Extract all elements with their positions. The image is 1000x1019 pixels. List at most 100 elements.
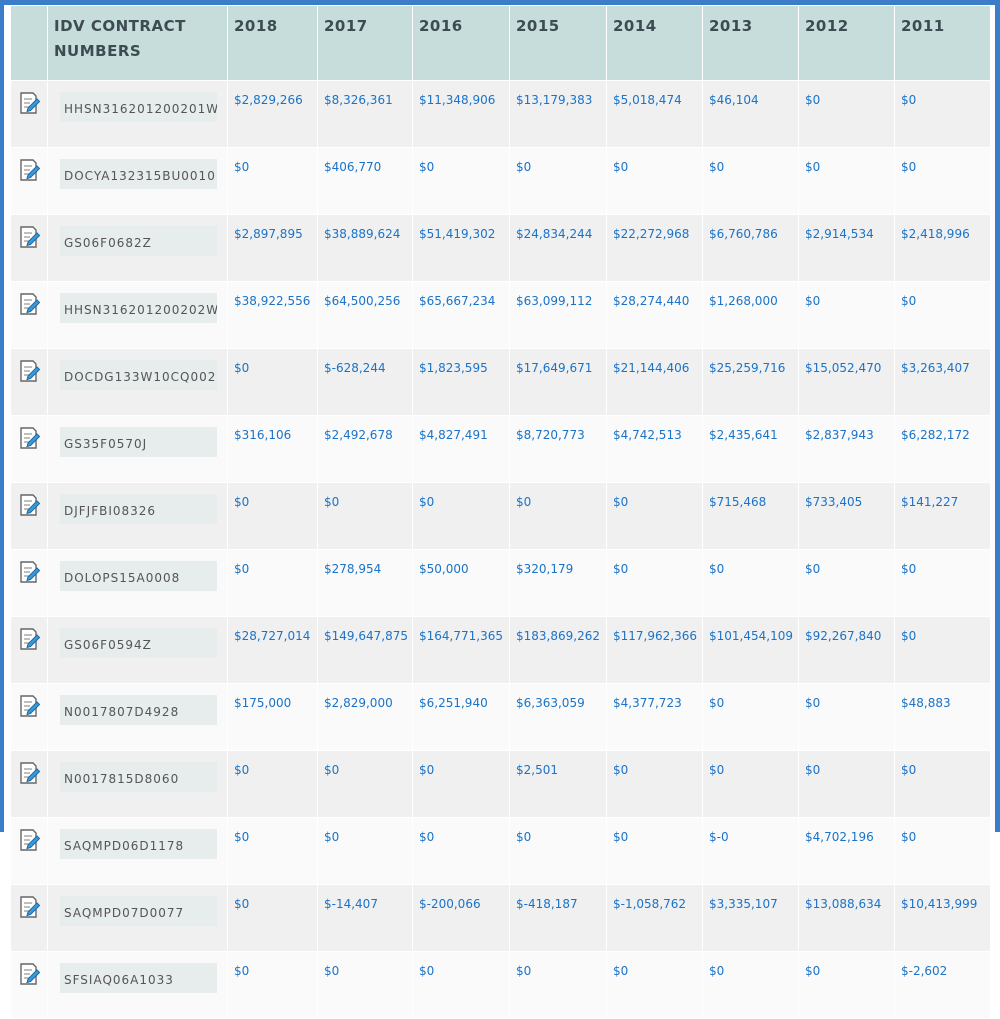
edit-icon[interactable] (18, 761, 41, 785)
amount-cell: $-200,066 (412, 884, 510, 952)
icon-cell (10, 683, 48, 751)
amount-cell: $0 (798, 281, 895, 349)
table-row: GS06F0594Z $28,727,014 $149,647,875 $164,77… (10, 616, 991, 684)
contracts-table: IDV CONTRACT NUMBERS 2018 2017 2016 2015 2014… (10, 5, 991, 1019)
header-cell: 2017 (317, 5, 413, 81)
contract-cell: DOLOPS15A0008 (47, 549, 228, 617)
icon-cell (10, 616, 48, 684)
amount-cell: $0 (606, 549, 703, 617)
frame (0, 0, 1000, 832)
amount-cell: $0 (894, 549, 991, 617)
contract-cell: SFSIAQ06A1033 (47, 951, 228, 1019)
amount-cell: $0 (317, 951, 413, 1019)
contract-number: N0017815D8060 (60, 762, 217, 792)
amount-cell: $715,468 (702, 482, 799, 550)
amount-cell: $0 (798, 80, 895, 148)
amount-cell: $4,702,196 (798, 817, 895, 885)
amount-cell: $0 (798, 683, 895, 751)
icon-cell (10, 415, 48, 483)
amount-cell: $278,954 (317, 549, 413, 617)
amount-cell: $2,435,641 (702, 415, 799, 483)
edit-icon[interactable] (18, 158, 41, 182)
amount-cell: $0 (509, 817, 607, 885)
amount-cell: $51,419,302 (412, 214, 510, 282)
amount-cell: $1,268,000 (702, 281, 799, 349)
contract-number: SAQMPD06D1178 (60, 829, 217, 859)
contract-cell: DOCYA132315BU0010 (47, 147, 228, 215)
contract-cell: SAQMPD07D0077 (47, 884, 228, 952)
amount-cell: $2,492,678 (317, 415, 413, 483)
amount-cell: $183,869,262 (509, 616, 607, 684)
edit-icon[interactable] (18, 359, 41, 383)
amount-cell: $38,889,624 (317, 214, 413, 282)
icon-cell (10, 951, 48, 1019)
amount-cell: $0 (412, 951, 510, 1019)
amount-cell: $5,018,474 (606, 80, 703, 148)
table-row: DOLOPS15A0008 $0 $278,954 $50,000 $320,179 $0… (10, 549, 991, 617)
header-cell: 2014 (606, 5, 703, 81)
amount-cell: $-14,407 (317, 884, 413, 952)
icon-cell (10, 281, 48, 349)
icon-cell (10, 750, 48, 818)
amount-cell: $-1,058,762 (606, 884, 703, 952)
edit-icon[interactable] (18, 962, 41, 986)
amount-cell: $0 (227, 348, 318, 416)
amount-cell: $2,837,943 (798, 415, 895, 483)
header-cell: 2016 (412, 5, 510, 81)
header-cell: 2012 (798, 5, 895, 81)
amount-cell: $38,922,556 (227, 281, 318, 349)
edit-icon[interactable] (18, 694, 41, 718)
contract-number: GS06F0594Z (60, 628, 217, 658)
contract-number: DOCYA132315BU0010 (60, 159, 217, 189)
amount-cell: $22,272,968 (606, 214, 703, 282)
contract-number: DOLOPS15A0008 (60, 561, 217, 591)
amount-cell: $0 (606, 147, 703, 215)
amount-cell: $28,274,440 (606, 281, 703, 349)
edit-icon[interactable] (18, 426, 41, 450)
amount-cell: $0 (509, 147, 607, 215)
amount-cell: $0 (227, 951, 318, 1019)
amount-cell: $6,363,059 (509, 683, 607, 751)
amount-cell: $0 (894, 750, 991, 818)
table-body: HHSN316201200201W $2,829,266 $8,326,361 $11… (10, 80, 991, 1019)
amount-cell: $0 (317, 482, 413, 550)
contract-number: GS35F0570J (60, 427, 217, 457)
amount-cell: $0 (702, 750, 799, 818)
amount-cell: $10,413,999 (894, 884, 991, 952)
amount-cell: $0 (509, 951, 607, 1019)
table-row: DOCDG133W10CQ0027 $0 $-628,244 $1,823,595 $1… (10, 348, 991, 416)
table-row: GS06F0682Z $2,897,895 $38,889,624 $51,419,3… (10, 214, 991, 282)
amount-cell: $25,259,716 (702, 348, 799, 416)
edit-icon[interactable] (18, 493, 41, 517)
amount-cell: $65,667,234 (412, 281, 510, 349)
amount-cell: $13,179,383 (509, 80, 607, 148)
amount-cell: $0 (798, 951, 895, 1019)
amount-cell: $175,000 (227, 683, 318, 751)
edit-icon[interactable] (18, 292, 41, 316)
amount-cell: $6,251,940 (412, 683, 510, 751)
amount-cell: $0 (894, 817, 991, 885)
edit-icon[interactable] (18, 560, 41, 584)
amount-cell: $8,720,773 (509, 415, 607, 483)
contract-cell: GS35F0570J (47, 415, 228, 483)
header-cell: 2015 (509, 5, 607, 81)
table-row: SFSIAQ06A1033 $0 $0 $0 $0 $0 $0 $0 $-2,602 (10, 951, 991, 1019)
amount-cell: $64,500,256 (317, 281, 413, 349)
amount-cell: $2,897,895 (227, 214, 318, 282)
amount-cell: $0 (894, 281, 991, 349)
amount-cell: $24,834,244 (509, 214, 607, 282)
contract-cell: GS06F0682Z (47, 214, 228, 282)
amount-cell: $50,000 (412, 549, 510, 617)
contract-cell: HHSN316201200202W (47, 281, 228, 349)
amount-cell: $0 (702, 683, 799, 751)
contract-number: SFSIAQ06A1033 (60, 963, 217, 993)
edit-icon[interactable] (18, 225, 41, 249)
amount-cell: $48,883 (894, 683, 991, 751)
edit-icon[interactable] (18, 895, 41, 919)
edit-icon[interactable] (18, 627, 41, 651)
amount-cell: $0 (227, 549, 318, 617)
amount-cell: $3,335,107 (702, 884, 799, 952)
edit-icon[interactable] (18, 91, 41, 115)
contract-number: SAQMPD07D0077 (60, 896, 217, 926)
amount-cell: $92,267,840 (798, 616, 895, 684)
